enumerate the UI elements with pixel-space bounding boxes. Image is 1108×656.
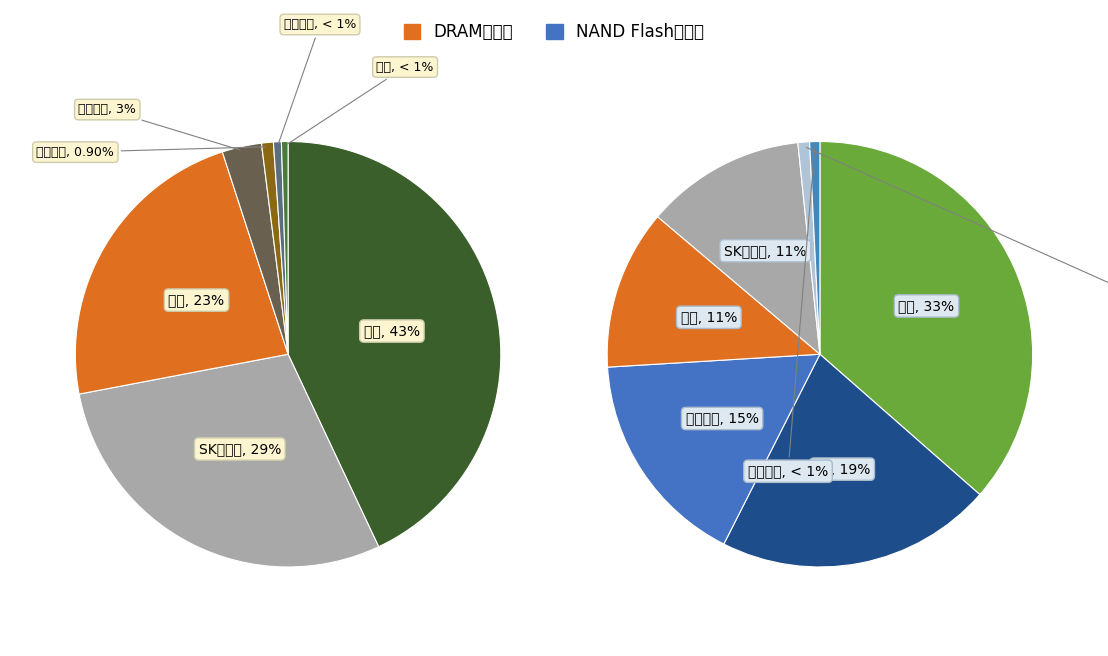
Wedge shape — [724, 354, 979, 567]
Wedge shape — [281, 142, 288, 354]
Wedge shape — [798, 142, 820, 354]
Wedge shape — [223, 143, 288, 354]
Text: 美光, 11%: 美光, 11% — [680, 310, 737, 324]
Text: 长江存储, < 1%: 长江存储, < 1% — [748, 149, 828, 478]
Text: 三星, 43%: 三星, 43% — [363, 324, 420, 338]
Legend: DRAM（左）, NAND Flash（右）: DRAM（左）, NAND Flash（右） — [396, 15, 712, 50]
Text: 其他, < 1%: 其他, < 1% — [287, 60, 433, 144]
Text: 其他, < 1%: 其他, < 1% — [807, 148, 1108, 308]
Wedge shape — [810, 142, 820, 354]
Text: 西部数据, 15%: 西部数据, 15% — [686, 411, 759, 426]
Text: SK海力士, 11%: SK海力士, 11% — [724, 244, 807, 258]
Text: 铠侠, 19%: 铠侠, 19% — [814, 462, 870, 476]
Text: SK海力士, 29%: SK海力士, 29% — [198, 442, 281, 456]
Wedge shape — [274, 142, 288, 354]
Text: 三星, 33%: 三星, 33% — [899, 299, 955, 313]
Wedge shape — [607, 216, 820, 367]
Wedge shape — [79, 354, 379, 567]
Text: 长鑫存储, < 1%: 长鑫存储, < 1% — [278, 18, 356, 144]
Wedge shape — [820, 142, 1033, 495]
Text: 美光, 23%: 美光, 23% — [168, 293, 225, 307]
Wedge shape — [261, 142, 288, 354]
Wedge shape — [288, 142, 501, 546]
Wedge shape — [75, 152, 288, 394]
Wedge shape — [607, 354, 820, 544]
Wedge shape — [658, 142, 820, 354]
Text: 华邦电子, 0.90%: 华邦电子, 0.90% — [37, 146, 265, 159]
Text: 南亚科技, 3%: 南亚科技, 3% — [79, 103, 240, 150]
